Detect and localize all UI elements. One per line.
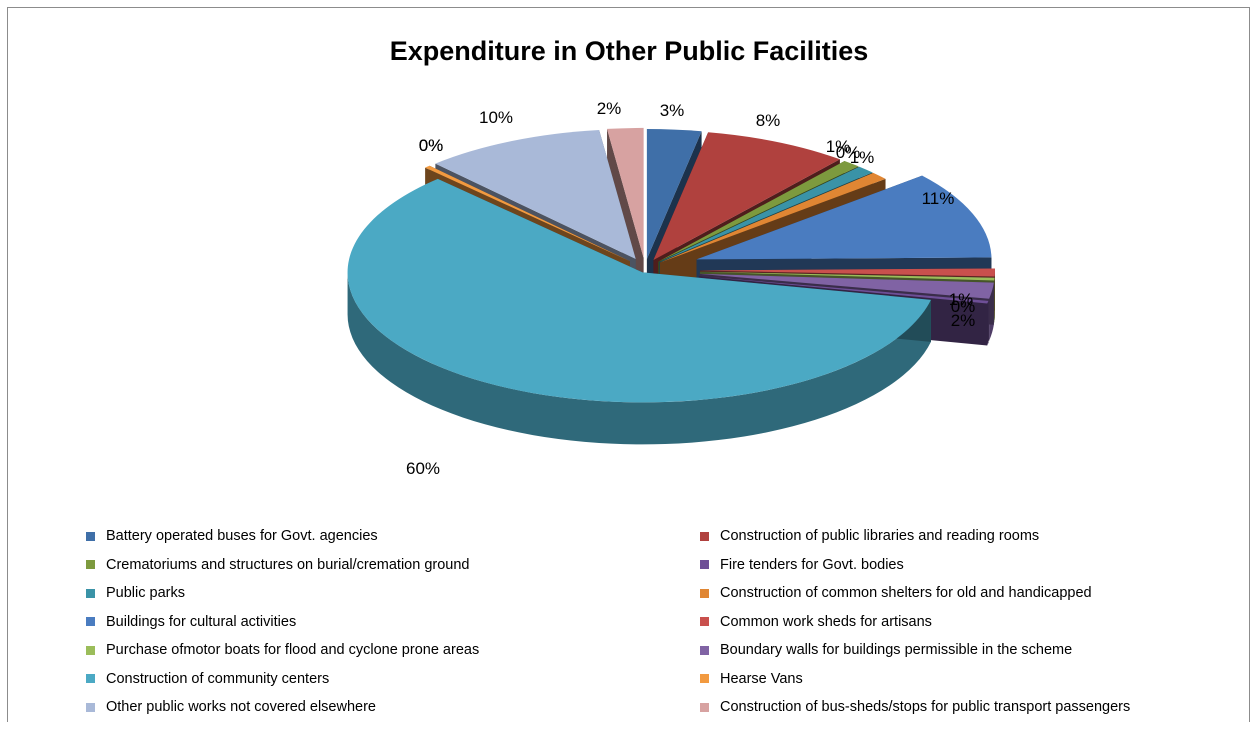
pie-slice-top-fire-tenders-for-govt-bodies: [698, 276, 989, 304]
pie-slice-top-construction-of-bus-sheds-stops-for-public-transport-passengers: [607, 127, 644, 258]
chart-frame: [7, 7, 1250, 722]
pie-slice-top-boundary-walls-for-buildings-permissible-in-the-scheme: [699, 273, 994, 299]
pie-slice-side-construction-of-community-centers: [347, 272, 931, 445]
data-label-hearse-vans: 0%: [419, 136, 444, 155]
pie-slice-top-public-parks: [659, 166, 873, 263]
pie-slice-top-construction-of-community-centers: [347, 178, 931, 403]
pie-slice-top-other-public-works-not-covered-elsewhere: [435, 130, 636, 260]
data-label-fire-tenders-for-govt-bodies: 0%: [419, 136, 444, 155]
data-label-common-work-sheds-for-artisans: 1%: [949, 290, 974, 309]
data-label-construction-of-public-libraries-and-reading-rooms: 8%: [756, 111, 781, 130]
data-label-crematoriums-and-structures-on-burial-cremation-ground: 1%: [826, 137, 851, 156]
data-label-purchase-ofmotor-boats-for-flood-and-cyclone-prone-areas: 0%: [951, 297, 976, 316]
pie-slice-top-hearse-vans: [425, 165, 630, 262]
pie-slice-top-battery-operated-buses-for-govt-agencies: [646, 129, 702, 260]
pie-slice-top-purchase-ofmotor-boats-for-flood-and-cyclone-prone-areas: [699, 271, 995, 281]
data-label-buildings-for-cultural-activities: 11%: [922, 189, 955, 208]
pie-slice-top-buildings-for-cultural-activities: [696, 175, 992, 260]
chart-title: Expenditure in Other Public Facilities: [389, 36, 869, 66]
pie-slice-top-crematoriums-and-structures-on-burial-cremation-ground: [658, 160, 859, 262]
data-label-public-parks: 0%: [836, 143, 861, 162]
data-label-construction-of-common-shelters-for-old-and-handicapped: 1%: [850, 148, 875, 167]
data-label-battery-operated-buses-for-govt-agencies: 3%: [660, 101, 685, 120]
pie-slice-top-construction-of-common-shelters-for-old-and-handicapped: [659, 172, 886, 263]
data-label-construction-of-bus-sheds-stops-for-public-transport-passengers: 2%: [597, 99, 622, 118]
data-label-boundary-walls-for-buildings-permissible-in-the-scheme: 2%: [951, 311, 976, 330]
pie-slice-top-common-work-sheds-for-artisans: [699, 268, 995, 277]
data-label-construction-of-community-centers: 60%: [406, 459, 440, 478]
pie-slice-top-construction-of-public-libraries-and-reading-rooms: [653, 132, 840, 261]
data-label-other-public-works-not-covered-elsewhere: 10%: [479, 108, 513, 127]
pie-slice-construction-of-community-centers: [347, 178, 931, 445]
